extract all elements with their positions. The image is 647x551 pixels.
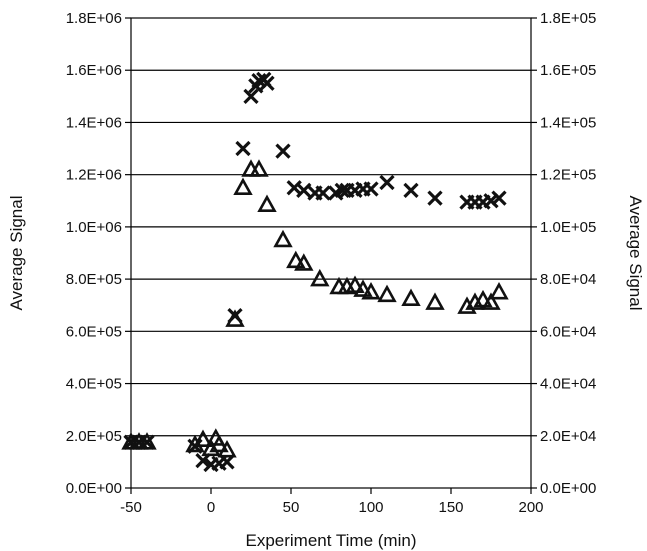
x-tick-label: 200 — [518, 499, 543, 516]
axis-ticks: 0.0E+00 0.0E+00 2.0E+05 2.0E+04 4.0E+05 4.0E+… — [66, 10, 597, 516]
x-marker-stroke — [235, 140, 251, 157]
triangle-marker-point — [217, 439, 237, 458]
x-tick-label: -50 — [120, 499, 142, 516]
triangle-marker-point — [193, 429, 213, 447]
x-axis-title: Experiment Time (min) — [246, 531, 417, 550]
x-marker-stroke — [219, 454, 235, 470]
y-tick-label: 1.2E+06 — [66, 167, 122, 184]
x-marker-point — [139, 434, 155, 450]
y-tick-label: 0.0E+00 — [66, 480, 122, 497]
x-marker-point — [379, 174, 395, 191]
x-marker-stroke — [403, 182, 419, 198]
triangle-marker-point — [481, 292, 501, 310]
x-marker-point — [491, 190, 507, 206]
y2-tick-label: 8.0E+04 — [540, 271, 596, 288]
x-marker-point — [243, 88, 259, 104]
y2-axis-title: Average Signal — [626, 196, 645, 311]
x-marker-stroke — [379, 174, 395, 191]
x-marker-point — [315, 185, 331, 201]
y2-tick-label: 2.0E+04 — [540, 428, 596, 445]
triangle-marker-point — [361, 281, 381, 300]
y2-tick-label: 0.0E+00 — [540, 480, 596, 497]
y-tick-label: 1.8E+06 — [66, 10, 122, 27]
x-marker-stroke — [363, 181, 379, 197]
y-axis-title: Average Signal — [7, 196, 26, 311]
x-marker-stroke — [195, 452, 211, 469]
x-marker-point — [334, 182, 350, 198]
triangle-marker-point — [310, 268, 330, 287]
data-points — [121, 71, 509, 473]
x-tick-label: 150 — [438, 499, 463, 516]
x-tick-label: 0 — [207, 499, 215, 516]
x-marker-point — [219, 454, 235, 470]
x-marker-stroke — [259, 75, 275, 91]
x-marker-stroke — [296, 182, 312, 198]
triangle-marker-point — [257, 194, 277, 212]
y-tick-label: 8.0E+05 — [66, 271, 122, 288]
triangle-marker-point — [425, 292, 445, 310]
x-marker-point — [363, 181, 379, 197]
x-tick-label: 100 — [358, 499, 383, 516]
x-marker-point — [296, 182, 312, 198]
x-marker-point — [427, 190, 443, 206]
triangle-marker-point — [273, 229, 293, 248]
triangle-marker-point — [457, 296, 477, 314]
triangle-marker-point — [286, 250, 306, 269]
y-tick-label: 1.4E+06 — [66, 114, 122, 131]
triangle-marker-point — [489, 281, 509, 300]
y-tick-label: 4.0E+05 — [66, 376, 122, 393]
x-marker-point — [195, 452, 211, 469]
triangle-marker-point — [225, 309, 245, 327]
triangle-marker-point — [201, 438, 221, 457]
x-marker-point — [259, 75, 275, 91]
triangle-marker-point — [137, 432, 157, 450]
triangle-marker-point — [401, 288, 421, 306]
x-marker-stroke — [334, 182, 350, 198]
y-tick-label: 1.0E+06 — [66, 219, 122, 236]
triangle-marker-point — [233, 177, 253, 196]
x-tick-label: 50 — [283, 499, 300, 516]
plot-area — [130, 17, 532, 489]
triangle-marker-point — [353, 279, 373, 297]
triangle-marker-point — [209, 434, 229, 453]
triangle-marker-point — [377, 284, 397, 303]
triangle-marker-point — [294, 253, 314, 271]
triangle-marker-point — [345, 275, 365, 293]
x-marker-stroke — [491, 190, 507, 206]
triangle-marker-point — [185, 434, 205, 453]
x-marker-point — [275, 143, 291, 159]
y2-tick-label: 1.8E+05 — [540, 10, 596, 27]
y-tick-label: 1.6E+06 — [66, 62, 122, 79]
x-marker-stroke — [139, 434, 155, 450]
y2-tick-label: 1.6E+05 — [540, 62, 596, 79]
x-marker-stroke — [427, 190, 443, 206]
y2-tick-label: 1.4E+05 — [540, 114, 596, 131]
y2-tick-label: 1.2E+05 — [540, 167, 596, 184]
x-marker-stroke — [315, 185, 331, 201]
y2-tick-label: 6.0E+04 — [540, 323, 596, 340]
x-marker-point — [235, 140, 251, 157]
triangle-marker-point — [473, 289, 493, 308]
x-marker-stroke — [275, 143, 291, 159]
y2-tick-label: 4.0E+04 — [540, 376, 596, 393]
y-tick-label: 2.0E+05 — [66, 428, 122, 445]
x-marker-point — [403, 182, 419, 198]
x-marker-stroke — [243, 88, 259, 104]
triangle-marker-point — [249, 159, 269, 177]
x-marker-stroke — [251, 73, 267, 89]
y2-tick-label: 1.0E+05 — [540, 219, 596, 236]
y-tick-label: 6.0E+05 — [66, 323, 122, 340]
gridlines — [131, 69, 531, 437]
